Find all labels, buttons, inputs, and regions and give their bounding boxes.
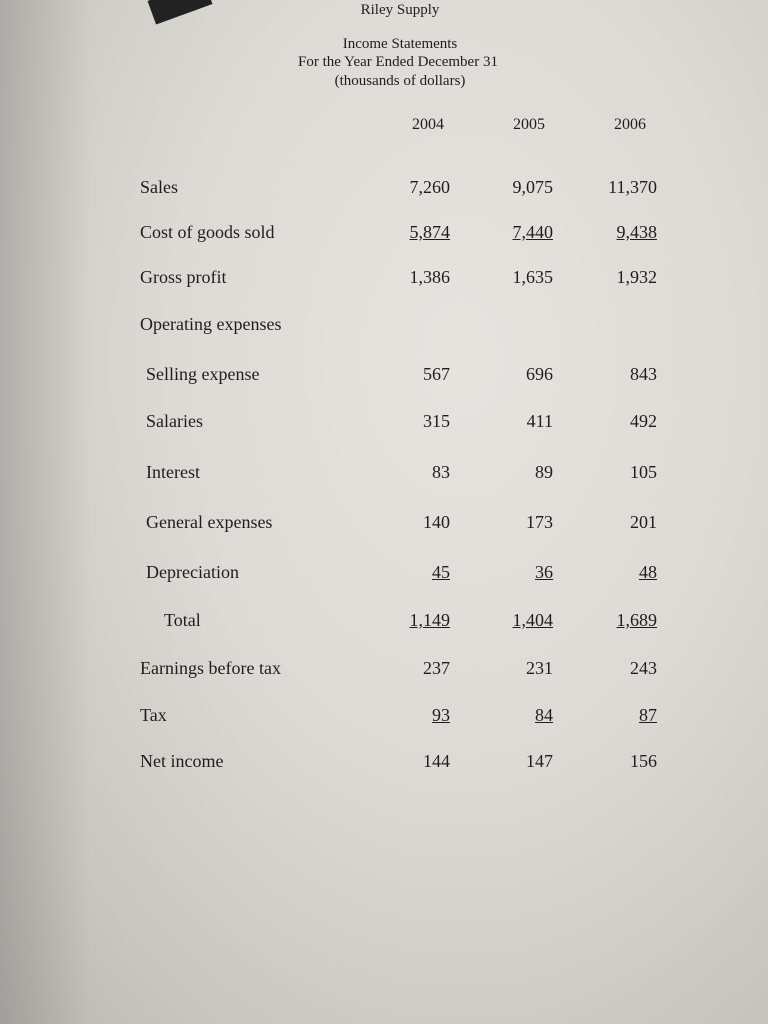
row-label: Selling expense (146, 364, 260, 384)
cell-value: 231 (526, 658, 553, 678)
column-header: 2006 (614, 116, 646, 133)
cell-value: 243 (630, 658, 657, 678)
row-label: Operating expenses (140, 314, 282, 334)
column-header: 2004 (412, 116, 444, 133)
period: For the Year Ended December 31 (298, 54, 498, 70)
table-row: Sales 7,260 9,075 11,370 (0, 177, 768, 201)
table-row: Salaries 315 411 492 (0, 411, 768, 435)
cell-value: 1,149 (409, 610, 451, 630)
cell-value: 411 (526, 411, 553, 431)
row-label: Earnings before tax (140, 658, 281, 678)
row-label: Gross profit (140, 267, 227, 287)
cell-value: 696 (526, 364, 553, 384)
cell-value: 9,075 (512, 177, 554, 197)
cell-value: 83 (432, 462, 450, 482)
units: (thousands of dollars) (334, 73, 466, 89)
row-label: Salaries (146, 411, 203, 431)
cell-value: 492 (630, 411, 657, 431)
table-row: Interest 83 89 105 (0, 462, 768, 486)
row-label: Total (164, 610, 201, 630)
cell-value: 87 (639, 705, 657, 725)
table-row: Depreciation 45 36 48 (0, 562, 768, 586)
cell-value: 237 (423, 658, 450, 678)
cell-value: 5,874 (409, 222, 451, 242)
table-row: Gross profit 1,386 1,635 1,932 (0, 267, 768, 291)
cell-value: 9,438 (616, 222, 658, 242)
cell-value: 7,440 (512, 222, 554, 242)
cell-value: 1,635 (512, 267, 554, 287)
column-header: 2005 (513, 116, 545, 133)
table-row: Earnings before tax 237 231 243 (0, 658, 768, 682)
row-label: Net income (140, 751, 224, 771)
cell-value: 140 (423, 512, 450, 532)
cell-value: 567 (423, 364, 450, 384)
cell-value: 48 (639, 562, 657, 582)
row-label: Interest (146, 462, 200, 482)
table-row: Operating expenses (0, 314, 768, 338)
row-label: Depreciation (146, 562, 239, 582)
cell-value: 1,404 (512, 610, 554, 630)
table-row: Total 1,149 1,404 1,689 (0, 610, 768, 634)
cell-value: 843 (630, 364, 657, 384)
cell-value: 144 (423, 751, 450, 771)
title: Income Statements (342, 36, 458, 52)
cell-value: 7,260 (409, 177, 451, 197)
cell-value: 156 (630, 751, 657, 771)
table-row: General expenses 140 173 201 (0, 512, 768, 536)
row-label: Tax (140, 705, 167, 725)
row-label: Cost of goods sold (140, 222, 275, 242)
cell-value: 315 (423, 411, 450, 431)
cell-value: 105 (630, 462, 657, 482)
row-label: General expenses (146, 512, 273, 532)
table-row: Tax 93 84 87 (0, 705, 768, 729)
cell-value: 93 (432, 705, 450, 725)
table-row: Net income 144 147 156 (0, 751, 768, 775)
cell-value: 147 (526, 751, 553, 771)
cell-value: 36 (535, 562, 553, 582)
row-label: Sales (140, 177, 178, 197)
table-row: Cost of goods sold 5,874 7,440 9,438 (0, 222, 768, 246)
cell-value: 173 (526, 512, 553, 532)
cell-value: 11,370 (608, 177, 657, 197)
cell-value: 84 (535, 705, 553, 725)
cell-value: 45 (432, 562, 450, 582)
table-row: Selling expense 567 696 843 (0, 364, 768, 388)
cell-value: 1,932 (616, 267, 658, 287)
cell-value: 1,386 (409, 267, 451, 287)
cell-value: 89 (535, 462, 553, 482)
cell-value: 1,689 (616, 610, 658, 630)
company: Riley Supply (360, 2, 440, 18)
cell-value: 201 (630, 512, 657, 532)
